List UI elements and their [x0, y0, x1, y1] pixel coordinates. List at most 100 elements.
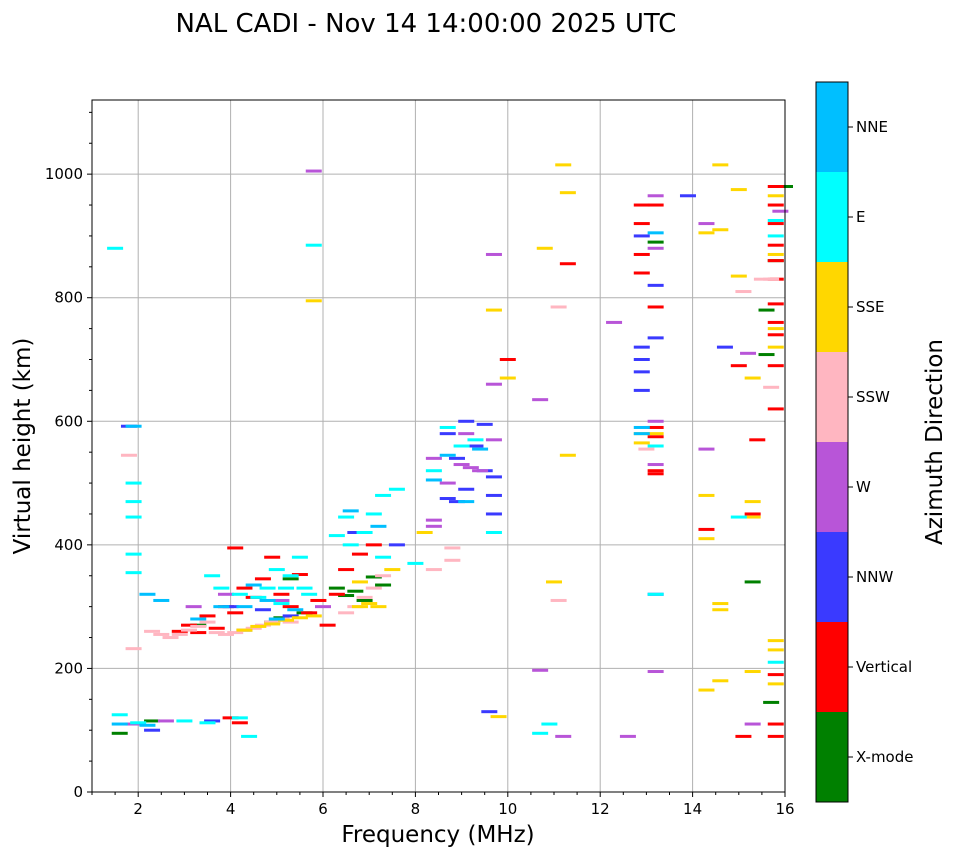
data-point-vertical — [264, 555, 281, 559]
data-point-e — [439, 425, 456, 429]
data-point-ssw — [550, 598, 567, 602]
colorbar-swatch-w — [816, 442, 848, 532]
data-point-e — [125, 515, 142, 519]
data-point-nne — [342, 509, 359, 513]
data-point-nne — [268, 617, 285, 621]
data-point-e — [425, 469, 442, 473]
y-axis-label: Virtual height (km) — [10, 338, 36, 555]
data-point-e — [125, 571, 142, 575]
data-point-sse — [744, 670, 761, 674]
data-point-e — [467, 438, 484, 442]
data-point-e — [125, 481, 142, 485]
colorbar-swatch-nnw — [816, 532, 848, 622]
data-point-vertical — [227, 611, 244, 615]
data-point-sse — [730, 188, 747, 192]
data-point-vertical — [767, 320, 784, 324]
data-point-vertical — [647, 425, 664, 429]
data-point-vertical — [767, 407, 784, 411]
data-point-ssw — [162, 636, 179, 640]
colorbar: X-mode Vertical NNW W SSW SSE E NNE — [815, 81, 913, 803]
data-point-w — [698, 222, 715, 226]
data-point-vertical — [647, 472, 664, 476]
data-point-ssw — [338, 611, 355, 615]
data-point-e — [730, 515, 747, 519]
data-point-sse — [744, 515, 761, 519]
data-point-sse — [416, 531, 433, 534]
data-point-e — [125, 500, 142, 504]
data-point-w — [425, 456, 442, 460]
data-point-nne — [425, 478, 442, 482]
data-point-w — [485, 438, 502, 442]
data-point-e — [241, 734, 258, 738]
data-point-e — [328, 534, 345, 538]
data-point-nne — [439, 453, 456, 457]
data-point-ssw — [425, 568, 442, 572]
data-point-e — [541, 722, 558, 726]
data-point-sse — [499, 376, 516, 380]
data-point-x-mode — [758, 308, 775, 312]
data-point-e — [107, 246, 124, 250]
data-point-vertical — [744, 512, 761, 516]
x-tick-label: 2 — [133, 800, 143, 818]
colorbar-swatch-sse — [816, 262, 848, 352]
data-point-nnw — [222, 605, 239, 609]
data-point-sse — [767, 345, 784, 349]
data-point-e — [130, 721, 147, 725]
data-point-vertical — [273, 592, 290, 596]
data-point-w — [647, 419, 664, 423]
y-tick-label: 200 — [54, 659, 83, 677]
data-point-ssw — [199, 620, 216, 624]
data-point-x-mode — [758, 353, 775, 357]
data-point-nnw — [647, 283, 664, 287]
data-point-nnw — [144, 728, 161, 732]
data-point-sse — [698, 231, 715, 235]
data-point-e — [305, 243, 322, 247]
data-point-vertical — [730, 364, 747, 368]
data-point-w — [647, 670, 664, 674]
data-point-nnw — [388, 543, 405, 547]
data-point-x-mode — [356, 598, 373, 602]
data-point-nnw — [458, 419, 475, 423]
data-point-e — [407, 561, 424, 565]
data-point-vertical — [767, 243, 784, 247]
x-tick-label: 6 — [318, 800, 328, 818]
data-point-ssw — [763, 277, 780, 281]
data-point-e — [375, 493, 392, 497]
data-point-sse — [351, 605, 368, 609]
data-point-w — [532, 668, 549, 672]
data-point-sse — [712, 608, 729, 612]
data-point-nnw — [476, 422, 493, 426]
data-point-nnw — [633, 345, 650, 349]
data-point-vertical — [647, 305, 664, 309]
data-point-vertical — [767, 333, 784, 337]
data-point-ssw — [365, 586, 382, 590]
data-point-vertical — [208, 626, 225, 630]
data-point-x-mode — [647, 240, 664, 244]
data-point-w — [485, 252, 502, 256]
data-point-w — [305, 169, 322, 173]
data-point-vertical — [559, 262, 576, 266]
data-point-ssw — [550, 305, 567, 309]
data-point-sse — [767, 639, 784, 643]
data-point-x-mode — [347, 589, 364, 593]
data-point-nne — [213, 605, 230, 609]
plot-area: 2 4 6 8 10 12 14 16 0 200 400 600 800 1000 — [45, 99, 795, 818]
data-point-nne — [458, 500, 475, 504]
data-point-sse — [361, 602, 378, 606]
data-point-vertical — [254, 577, 271, 581]
data-point-vertical — [310, 598, 327, 602]
data-point-nnw — [633, 370, 650, 374]
data-point-ssw — [227, 631, 244, 635]
x-tick-label: 8 — [411, 800, 421, 818]
data-point-vertical — [767, 203, 784, 207]
data-point-e — [278, 586, 295, 590]
data-point-vertical — [767, 364, 784, 368]
data-point-w — [217, 592, 234, 596]
data-point-ssw — [171, 632, 188, 636]
data-point-nnw — [485, 493, 502, 497]
data-point-nnw — [439, 432, 456, 436]
data-point-sse — [712, 228, 729, 232]
data-point-sse — [744, 376, 761, 380]
data-point-nnw — [347, 531, 364, 534]
data-point-w — [532, 398, 549, 402]
